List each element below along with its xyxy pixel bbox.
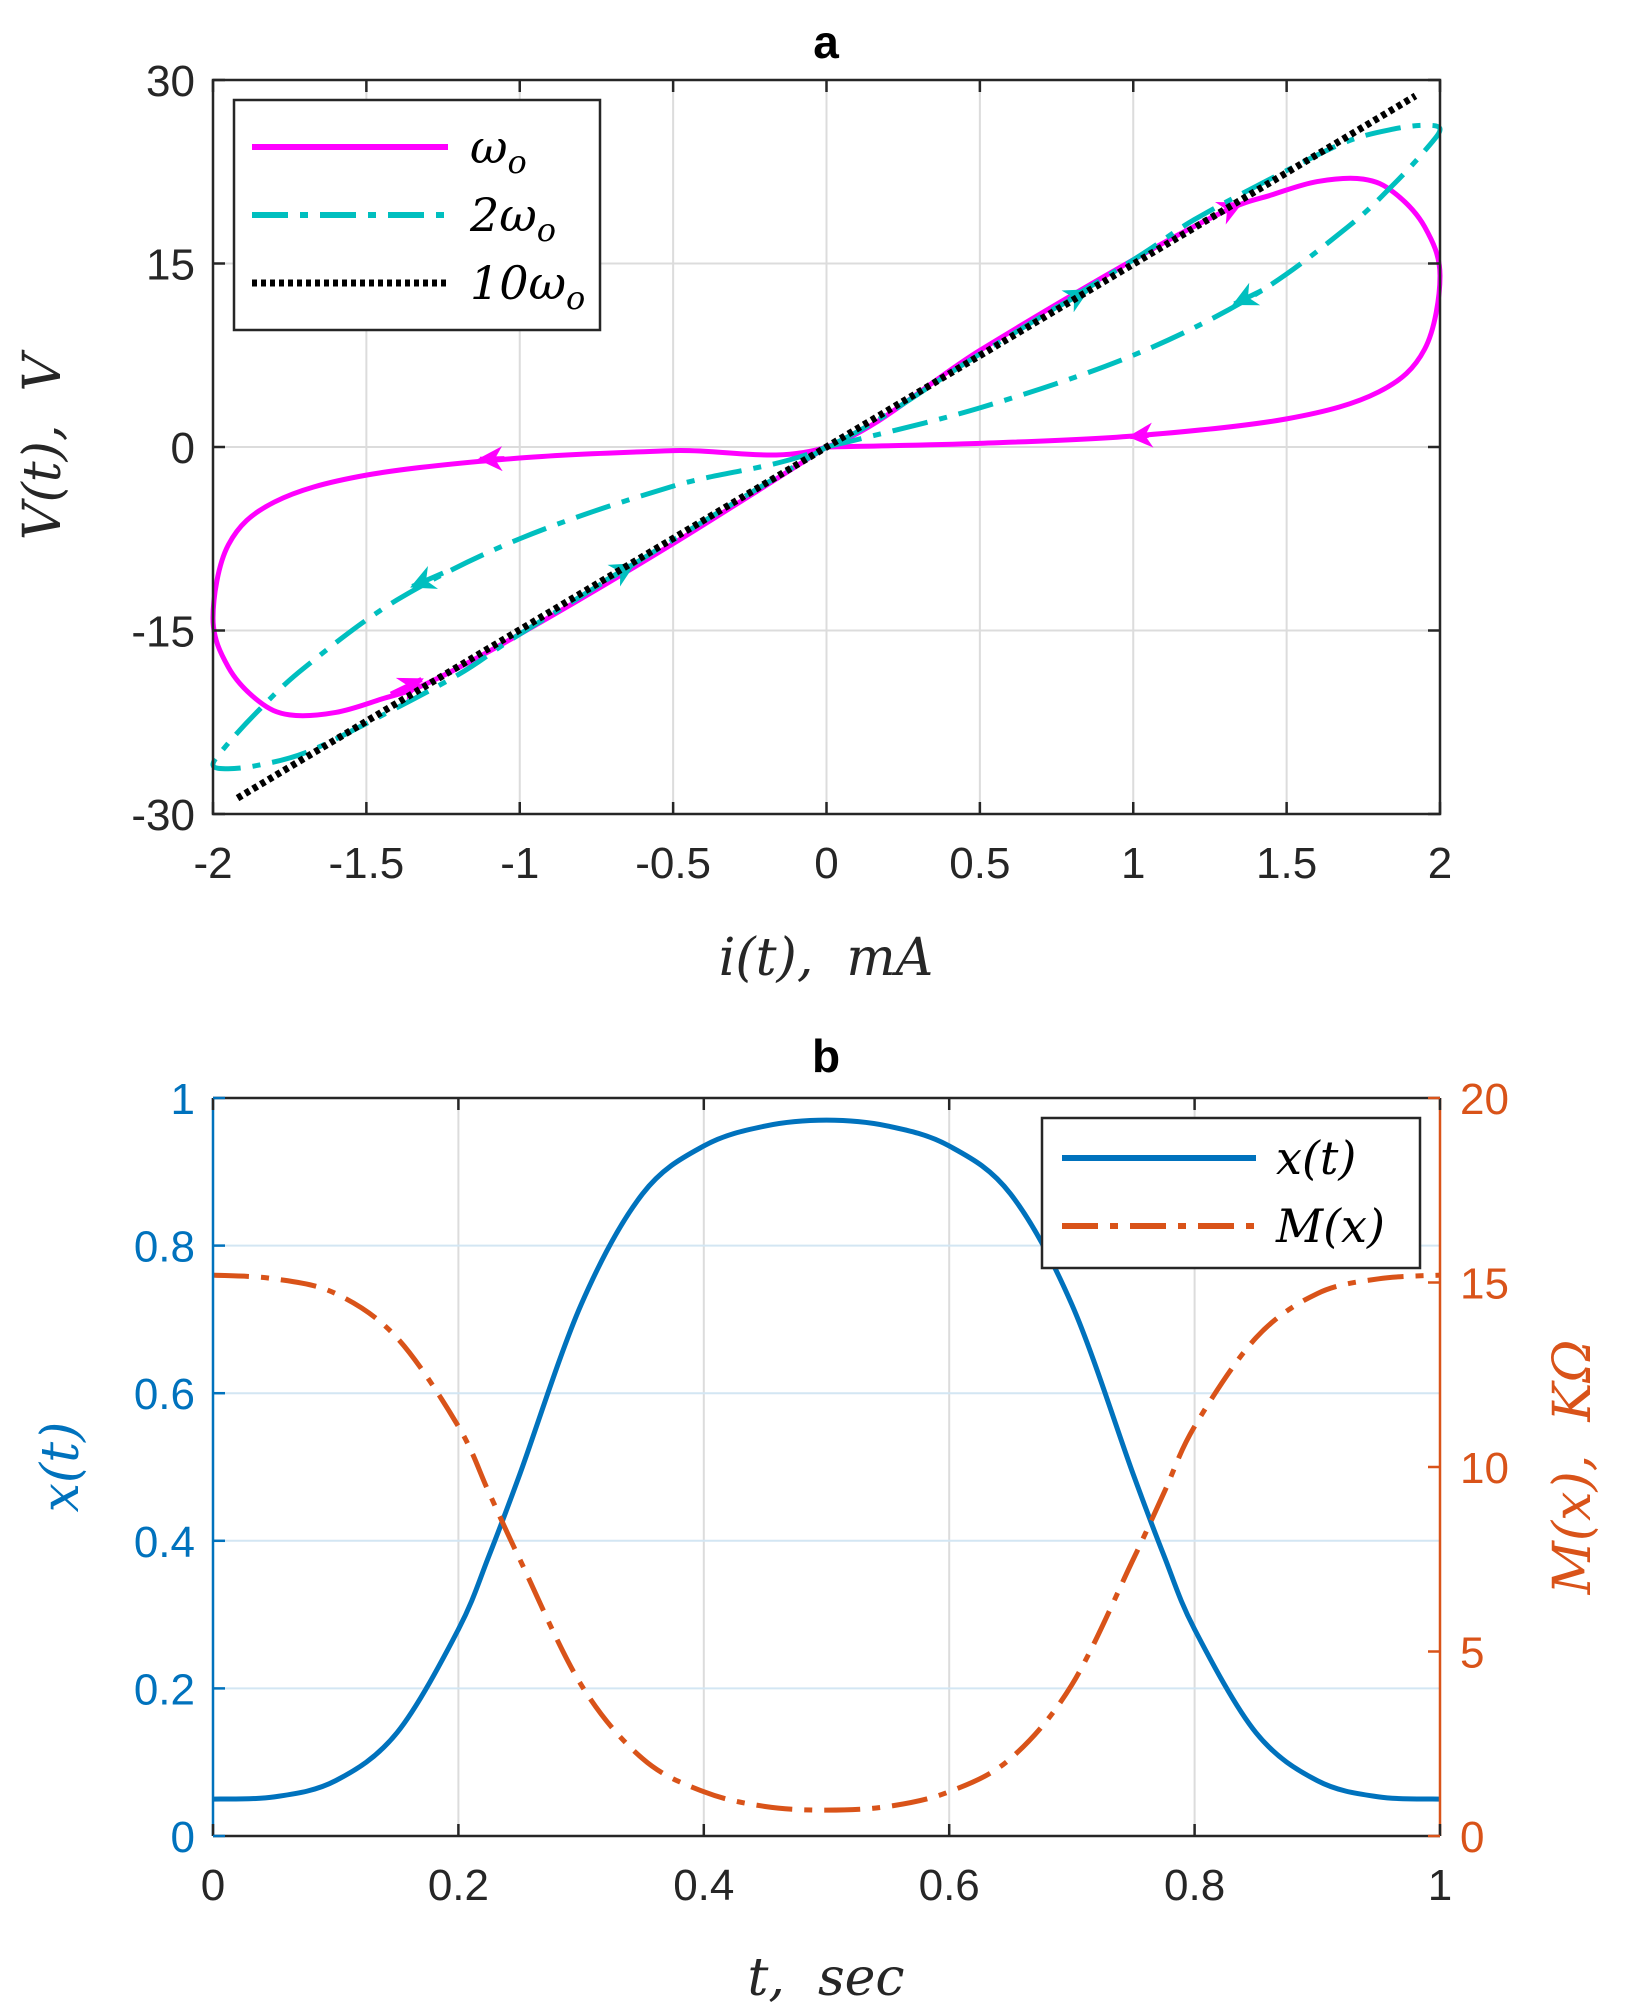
tick-label-y: 0	[171, 424, 195, 473]
tick-label-y-right: 5	[1460, 1629, 1484, 1678]
tick-label-y: 30	[146, 57, 195, 106]
tick-label-y-right: 0	[1460, 1813, 1484, 1862]
legend-label-2omega: 2ωo	[469, 188, 556, 249]
tick-label-x: 2	[1428, 839, 1452, 888]
panel-b-ylabel-left: x(t)	[31, 1422, 91, 1513]
tick-label-x: 0.4	[673, 1861, 734, 1910]
direction-arrow	[1127, 422, 1154, 448]
tick-label-x: -2	[193, 839, 232, 888]
tick-label-x: 0.5	[949, 839, 1010, 888]
legend-box-b	[1040, 1116, 1422, 1270]
tick-label-y-left: 0.4	[134, 1518, 195, 1567]
tick-label-x: 1	[1428, 1861, 1452, 1910]
series-x-t	[212, 1117, 1441, 1802]
tick-label-y: -30	[131, 791, 195, 840]
direction-arrow	[477, 446, 505, 472]
legend-label-omega: ωo	[470, 120, 527, 181]
direction-arrow	[389, 677, 424, 701]
tick-label-y: -15	[131, 608, 195, 657]
tick-label-x: -1.5	[328, 839, 404, 888]
direction-arrow	[1232, 282, 1264, 307]
panel-b-title: b	[812, 1030, 840, 1082]
tick-label-x: 1.5	[1256, 839, 1317, 888]
tick-label-y-left: 0.6	[134, 1370, 195, 1419]
tick-label-x: 0.2	[428, 1861, 489, 1910]
tick-label-x: -1	[500, 839, 539, 888]
panel-a-ylabel: V(t), V	[13, 349, 73, 540]
tick-label-y-left: 0	[171, 1813, 195, 1862]
tick-label-y-left: 0.2	[134, 1665, 195, 1714]
direction-arrow	[410, 565, 445, 589]
tick-label-x: 0.6	[919, 1861, 980, 1910]
panel-a-ticks: -2 -1.5 -1 -0.5 0 0.5 1 1.5 2 -30 -15 0 15 30	[131, 57, 1452, 888]
panel-a-xlabel: i(t), mA	[719, 928, 934, 988]
panel-b-xlabel: t, sec	[747, 1948, 904, 2008]
legend-label-m: M(x)	[1275, 1199, 1385, 1253]
panel-a: a -2 -1.5 -1 -0.5 0 0.5 1 1.5 2 -30 -15 0 15 30 i(t),…	[13, 16, 1452, 988]
tick-label-y-left: 1	[171, 1075, 195, 1124]
panel-b-ylabel-right: M(x), KΩ	[1543, 1340, 1603, 1596]
panel-a-title: a	[813, 16, 839, 68]
tick-label-x: 0	[201, 1861, 225, 1910]
tick-label-y-right: 15	[1460, 1260, 1509, 1309]
tick-label-x: 1	[1121, 839, 1145, 888]
legend-label-10omega: 10ωo	[470, 256, 585, 317]
series-m-x	[212, 1272, 1441, 1813]
panel-b-legend: x(t) M(x)	[1040, 1116, 1422, 1270]
tick-label-y-right: 10	[1460, 1444, 1509, 1493]
tick-label-x: -0.5	[635, 839, 711, 888]
tick-label-y-right: 20	[1460, 1075, 1509, 1124]
panel-b-series	[212, 1117, 1441, 1813]
tick-label-y-left: 0.8	[134, 1223, 195, 1272]
tick-label-x: 0.8	[1164, 1861, 1225, 1910]
tick-label-x: 0	[814, 839, 838, 888]
series-10omega-line	[235, 92, 1418, 802]
panel-a-series	[210, 92, 1443, 802]
tick-label-y: 15	[146, 241, 195, 290]
panel-a-legend: ωo 2ωo 10ωo	[232, 98, 602, 332]
legend-label-x: x(t)	[1276, 1131, 1356, 1185]
